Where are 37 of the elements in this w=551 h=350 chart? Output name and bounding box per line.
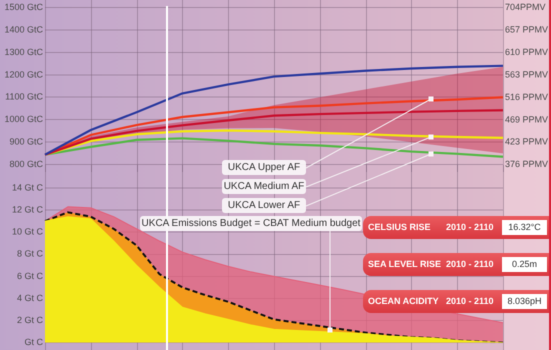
y-tick-label: 14 Gt C — [12, 182, 44, 192]
y-tick-label: 1000 GtC — [4, 114, 44, 124]
y-tick-label: 10 Gt C — [12, 226, 44, 237]
y-tick-label: 12 Gt C — [12, 204, 44, 215]
annotation: 2010 - 2110 — [446, 259, 494, 269]
y-tick-label: 1400 GtC — [4, 24, 44, 34]
y2-tick-label: 657 PPMV — [505, 24, 548, 34]
y2-tick-label: 610 PPMV — [505, 46, 548, 57]
text: 0.25m — [502, 257, 547, 272]
y-tick-label: Gt C — [24, 337, 44, 348]
annotation: UKCA Medium AF — [222, 179, 306, 194]
y2-tick-label: 469 PPMV — [505, 114, 548, 125]
text: 16.32°C — [502, 220, 547, 235]
annotation: UKCA Lower AF — [222, 198, 306, 213]
annotation: UKCA Emissions Budget = CBAT Medium budget — [140, 216, 362, 231]
y2-tick-label: 423 PPMV — [505, 136, 548, 147]
annotation: 2010 - 2110 — [446, 296, 494, 306]
annotation: SEA LEVEL RISE — [368, 259, 442, 269]
y2-tick-label: 376 PPMV — [505, 159, 548, 170]
y-tick-label: 4 Gt C — [16, 292, 44, 303]
y2-tick-label: 516 PPMV — [505, 92, 548, 102]
text: 8.036pH — [502, 294, 547, 309]
annotation: UKCA Upper AF — [222, 160, 306, 175]
y2-tick-label: 563 PPMV — [505, 69, 548, 80]
y-tick-label: 1200 GtC — [4, 69, 44, 80]
y-tick-label: 900 GtC — [9, 136, 44, 147]
annotation: OCEAN ACIDITY — [368, 296, 439, 306]
y2-tick-label: 704PPMV — [505, 2, 546, 12]
y-tick-label: 1300 GtC — [4, 46, 44, 57]
y-tick-label: 6 Gt C — [16, 270, 44, 281]
y-tick-label: 1100 GtC — [5, 92, 44, 102]
annotation: 2010 - 2110 — [446, 222, 494, 232]
annotation: CELSIUS RISE — [368, 222, 431, 232]
y-tick-label: 1500 GtC — [4, 2, 44, 12]
y-tick-label: 800 GtC — [9, 159, 44, 170]
y-tick-label: 2 Gt C — [16, 315, 44, 325]
y-tick-label: 8 Gt C — [16, 248, 44, 259]
